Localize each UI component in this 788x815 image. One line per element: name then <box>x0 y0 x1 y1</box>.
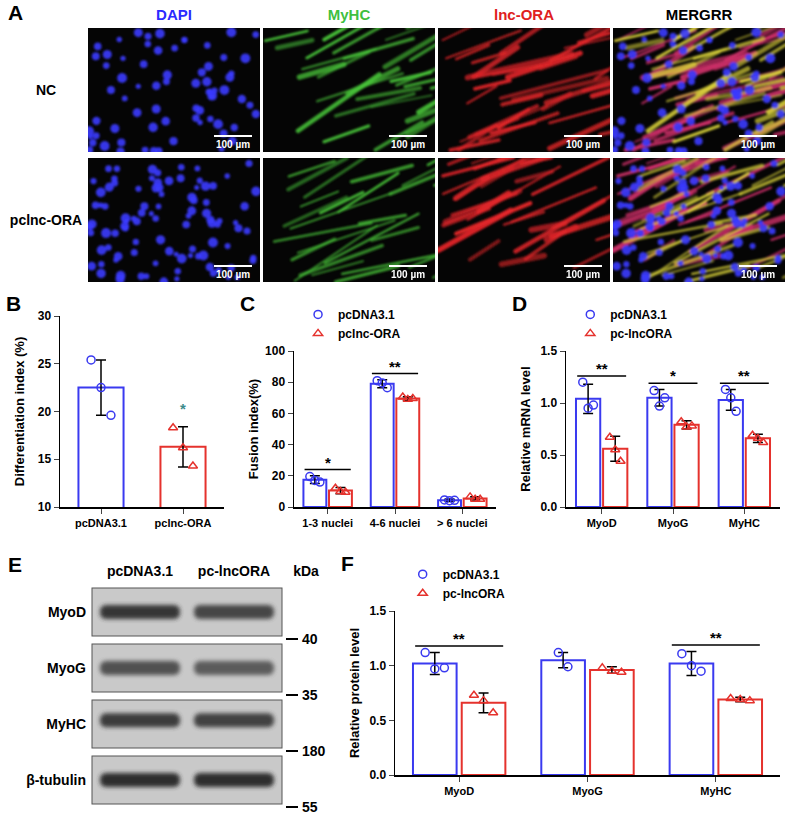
svg-text:*: * <box>325 454 331 471</box>
svg-text:10: 10 <box>38 500 52 514</box>
svg-text:**: ** <box>453 630 465 647</box>
svg-text:80: 80 <box>272 375 286 389</box>
svg-text:Relative protein level: Relative protein level <box>347 628 362 758</box>
svg-text:pc-lncORA: pc-lncORA <box>443 587 505 601</box>
svg-text:pc-lncORA: pc-lncORA <box>610 327 672 341</box>
svg-text:Relative mRNA level: Relative mRNA level <box>518 366 533 491</box>
svg-text:60: 60 <box>272 407 286 421</box>
svg-text:1.5: 1.5 <box>369 604 386 618</box>
svg-text:β-tubulin: β-tubulin <box>26 772 86 788</box>
svg-text:kDa: kDa <box>293 563 319 579</box>
svg-text:40: 40 <box>272 438 286 452</box>
svg-text:MyoD: MyoD <box>444 785 474 797</box>
svg-text:1.0: 1.0 <box>540 396 557 410</box>
svg-text:MyHC: MyHC <box>46 716 86 732</box>
svg-text:1-3 nuclei: 1-3 nuclei <box>302 517 353 529</box>
svg-text:1.5: 1.5 <box>540 344 557 358</box>
svg-text:Fusion index(%): Fusion index(%) <box>246 379 261 479</box>
svg-text:MyHC: MyHC <box>700 785 731 797</box>
svg-text:**: ** <box>596 360 608 377</box>
svg-text:pc-lncORA: pc-lncORA <box>198 563 270 579</box>
svg-text:pcDNA3.1: pcDNA3.1 <box>443 568 500 582</box>
svg-text:MyoD: MyoD <box>48 604 86 620</box>
svg-text:Differentiation index (%): Differentiation index (%) <box>12 337 27 487</box>
svg-text:*: * <box>670 367 676 384</box>
svg-text:MyoD: MyoD <box>587 517 617 529</box>
svg-text:pcDNA3.1: pcDNA3.1 <box>610 308 667 322</box>
svg-text:0.5: 0.5 <box>540 448 557 462</box>
svg-text:100 µm: 100 µm <box>566 269 600 280</box>
svg-text:100 µm: 100 µm <box>741 269 775 280</box>
svg-text:pclnc-ORA: pclnc-ORA <box>338 327 400 341</box>
svg-text:100: 100 <box>265 344 285 358</box>
svg-text:15: 15 <box>38 452 52 466</box>
svg-text:**: ** <box>389 358 401 375</box>
svg-text:NC: NC <box>36 82 56 98</box>
svg-text:55: 55 <box>302 799 318 815</box>
svg-text:MERGRR: MERGRR <box>666 6 733 23</box>
svg-text:20: 20 <box>38 405 52 419</box>
svg-text:E: E <box>8 553 22 576</box>
svg-text:100 µm: 100 µm <box>216 139 250 150</box>
svg-text:100 µm: 100 µm <box>741 139 775 150</box>
svg-text:> 6 nuclei: > 6 nuclei <box>437 517 487 529</box>
svg-text:pcDNA3.1: pcDNA3.1 <box>75 517 127 529</box>
svg-text:30: 30 <box>38 309 52 323</box>
html-text:C: C <box>240 292 256 315</box>
svg-text:0: 0 <box>278 500 285 514</box>
svg-text:0.0: 0.0 <box>540 500 557 514</box>
svg-text:40: 40 <box>302 631 318 647</box>
html-text:B: B <box>6 292 22 315</box>
svg-text:20: 20 <box>272 469 286 483</box>
svg-text:MyHC: MyHC <box>729 517 760 529</box>
svg-text:MyHC: MyHC <box>328 6 371 23</box>
svg-text:100 µm: 100 µm <box>391 269 425 280</box>
svg-text:MyoG: MyoG <box>47 660 86 676</box>
svg-text:MyoG: MyoG <box>572 785 603 797</box>
html-text:D: D <box>512 292 528 315</box>
svg-text:100 µm: 100 µm <box>566 139 600 150</box>
svg-text:35: 35 <box>302 687 318 703</box>
svg-text:pclnc-ORA: pclnc-ORA <box>155 517 212 529</box>
svg-text:pcDNA3.1: pcDNA3.1 <box>338 308 395 322</box>
svg-text:pclnc-ORA: pclnc-ORA <box>10 212 82 228</box>
svg-text:A: A <box>8 1 23 24</box>
svg-text:4-6 nuclei: 4-6 nuclei <box>370 517 421 529</box>
svg-text:lnc-ORA: lnc-ORA <box>494 6 554 23</box>
svg-text:180: 180 <box>302 743 326 759</box>
svg-text:100 µm: 100 µm <box>391 139 425 150</box>
svg-text:25: 25 <box>38 357 52 371</box>
svg-text:**: ** <box>738 367 750 384</box>
svg-text:**: ** <box>710 629 722 646</box>
svg-text:pcDNA3.1: pcDNA3.1 <box>107 563 173 579</box>
svg-text:DAPI: DAPI <box>156 6 192 23</box>
html-text:F: F <box>341 552 354 575</box>
svg-text:0.0: 0.0 <box>369 768 386 782</box>
svg-text:100 µm: 100 µm <box>216 269 250 280</box>
svg-text:0.5: 0.5 <box>369 714 386 728</box>
svg-text:1.0: 1.0 <box>369 659 386 673</box>
svg-text:*: * <box>180 400 186 417</box>
svg-text:MyoG: MyoG <box>658 517 689 529</box>
